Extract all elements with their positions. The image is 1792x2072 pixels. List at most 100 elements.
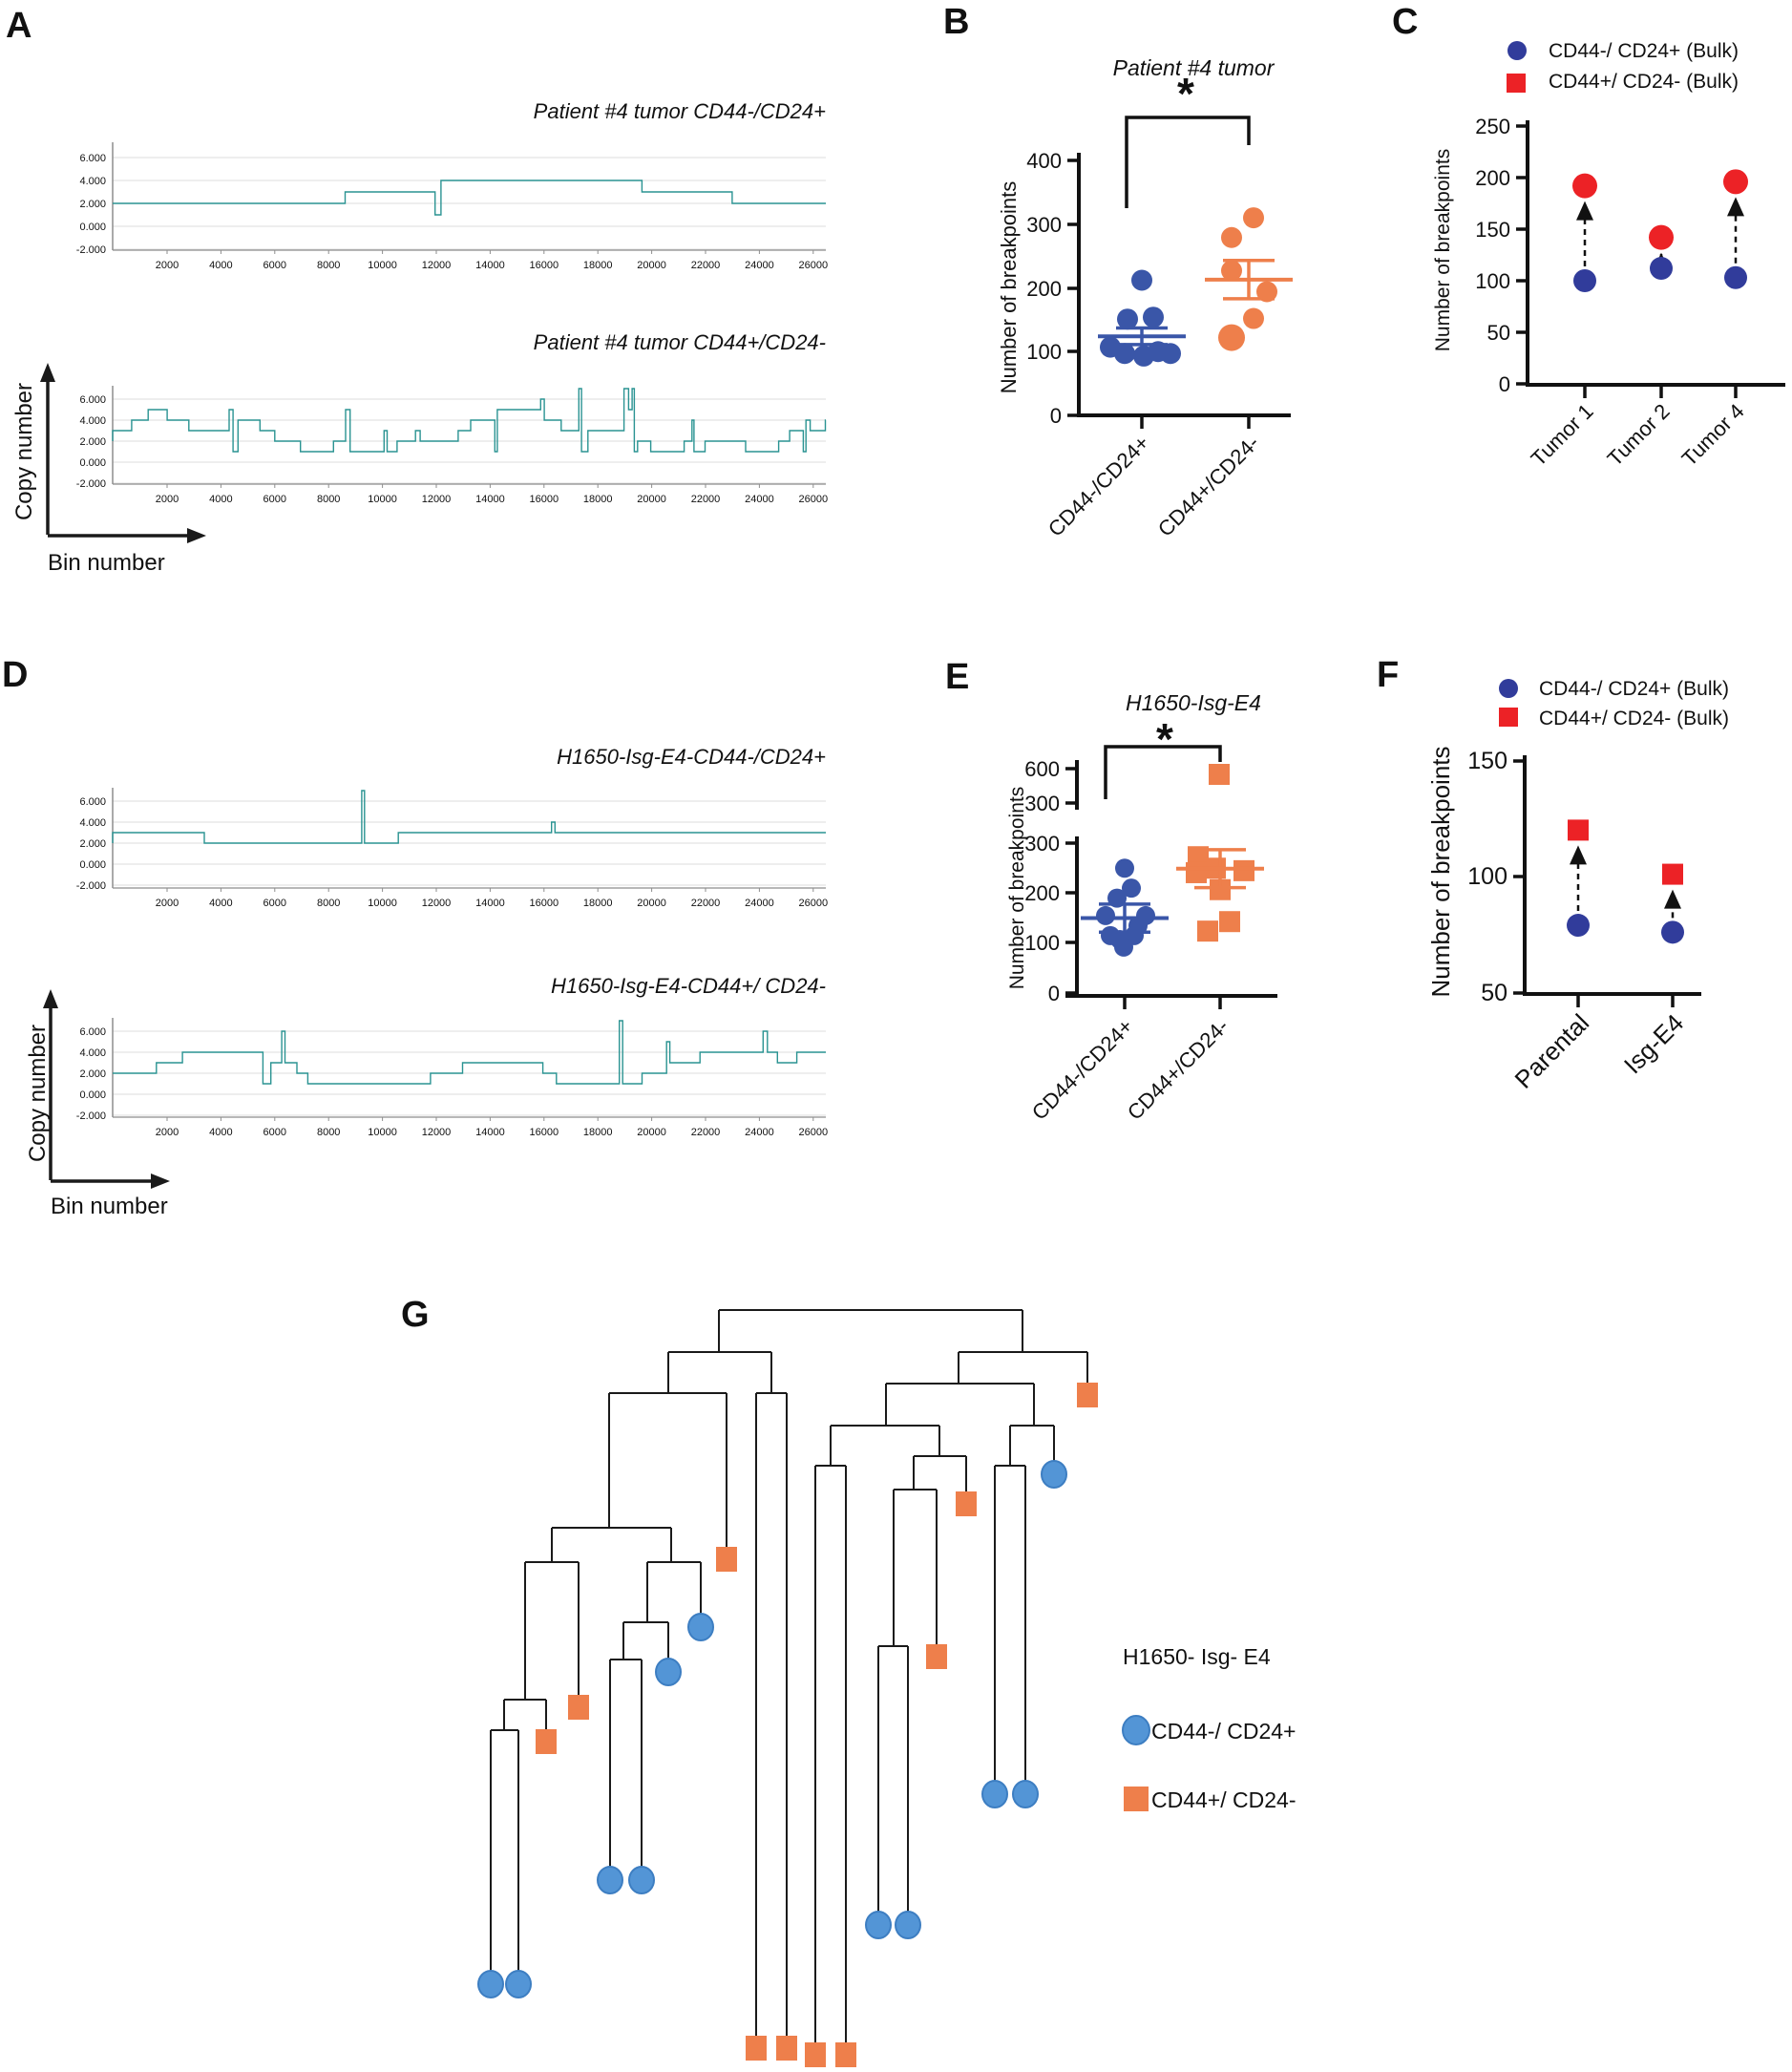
cnv-xtick-label: 20000 (637, 898, 666, 909)
cnv-xtick-label: 4000 (209, 494, 232, 505)
cnv-xtick-label: 16000 (530, 1127, 559, 1138)
panel-c-y-tick-label: 200 (1475, 166, 1510, 190)
cnv-xtick-label: 14000 (475, 260, 505, 271)
cnv-ytick-label: 0.000 (79, 1089, 106, 1101)
panel-a-ylabel: Copy number (11, 382, 37, 521)
cnv-a2-title: Patient #4 tumor CD44+/CD24- (533, 330, 826, 354)
significance-bracket (1104, 745, 1222, 799)
cnv-xtick-label: 22000 (691, 1127, 721, 1138)
data-point-blue-circle (1661, 920, 1684, 944)
cnv-xtick-label: 8000 (317, 260, 340, 271)
data-point-circle (1122, 878, 1141, 899)
data-point-square (1197, 920, 1218, 942)
cnv-ytick-label: -2.000 (76, 880, 106, 892)
data-point-circle (1096, 905, 1115, 925)
cnv-xtick-label: 2000 (156, 898, 179, 909)
panel-g-label: G (401, 1295, 430, 1335)
panel-g-legend-orange-square-icon (1124, 1787, 1149, 1811)
data-point-square (1209, 764, 1230, 785)
panel-f-legend-red-square-icon (1499, 708, 1518, 727)
cnv-ytick-label: 4.000 (79, 415, 106, 427)
data-point-red-square (1662, 863, 1683, 885)
panel-c-label: C (1392, 2, 1419, 42)
data-point-circle (1117, 308, 1138, 330)
data-point-blue-circle (1724, 265, 1747, 289)
cnv-xtick-label: 10000 (368, 1127, 397, 1138)
dendrogram-leaf-blue-circle (597, 1866, 623, 1894)
data-point-circle (1256, 281, 1277, 303)
dendrogram-leaf-orange-square (746, 2036, 767, 2061)
cnv-xtick-label: 20000 (637, 1127, 666, 1138)
cnv-ytick-label: -2.000 (76, 478, 106, 490)
cnv-xtick-label: 16000 (530, 898, 559, 909)
cnv-xtick-label: 14000 (475, 898, 505, 909)
cnv-d1-title: H1650-Isg-E4-CD44-/CD24+ (557, 745, 826, 769)
cnv-xtick-label: 16000 (530, 494, 559, 505)
panel-f-ylabel: Number of breakpoints (1426, 746, 1455, 998)
data-point-square (1219, 911, 1240, 933)
cnv-ytick-label: 2.000 (79, 199, 106, 210)
cnv-ytick-label: 6.000 (79, 394, 106, 406)
panel-g-legend-label-2: CD44+/ CD24- (1151, 1787, 1297, 1812)
cnv-xtick-label: 18000 (583, 260, 613, 271)
data-point-square (1186, 861, 1207, 883)
bin-number-axis-arrowhead (151, 1173, 170, 1189)
panel-c-legend-label-1: CD44-/ CD24+ (Bulk) (1549, 40, 1739, 62)
panel-c-y-tick-label: 0 (1499, 372, 1510, 396)
dendrogram-leaf-orange-square (716, 1547, 737, 1572)
data-point-blue-circle (1650, 257, 1673, 281)
panel-f-legend-blue-circle-icon (1499, 679, 1518, 698)
panel-f-label: F (1377, 655, 1400, 695)
data-point-red-square (1568, 819, 1589, 841)
panel-e-label: E (945, 657, 970, 697)
cnv-xtick-label: 4000 (209, 260, 232, 271)
panel-b-y-tick-label: 0 (1050, 404, 1062, 428)
copy-number-axis-arrowhead (40, 363, 55, 382)
dendrogram-leaf-blue-circle (477, 1970, 504, 1998)
cnv-xtick-label: 6000 (264, 260, 286, 271)
cnv-xtick-label: 10000 (368, 898, 397, 909)
cnv-step-line (113, 1020, 826, 1085)
cnv-xtick-label: 24000 (745, 1127, 774, 1138)
cnv-ytick-label: -2.000 (76, 1110, 106, 1122)
panel-c-y-tick-label: 100 (1475, 269, 1510, 293)
cnv-xtick-label: 18000 (583, 898, 613, 909)
dendrogram-leaf-blue-circle (865, 1911, 892, 1939)
data-point-blue-circle (1573, 269, 1596, 292)
panel-c-legend-red-square-icon (1507, 74, 1526, 93)
cnv-xtick-label: 18000 (583, 1127, 613, 1138)
cnv-xtick-label: 10000 (368, 260, 397, 271)
significance-star: * (1156, 714, 1173, 764)
cnv-xtick-label: 22000 (691, 898, 721, 909)
dendrogram-leaf-orange-square (1077, 1383, 1098, 1407)
panel-e-ylabel: Number of breakpoints (1006, 786, 1028, 990)
panel-d-xlabel: Bin number (51, 1194, 168, 1219)
cnv-xtick-label: 20000 (637, 494, 666, 505)
significance-bracket (1125, 116, 1251, 208)
panel-g-legend-title: H1650- Isg- E4 (1123, 1644, 1271, 1669)
significance-star: * (1177, 69, 1194, 118)
data-point-circle (1115, 858, 1134, 878)
panel-g-legend-blue-circle-icon (1122, 1715, 1150, 1745)
panel-c-y-tick-label: 250 (1475, 115, 1510, 138)
dendrogram-leaf-blue-circle (687, 1613, 714, 1641)
data-point-circle (1218, 324, 1245, 351)
panel-c-legend-blue-circle-icon (1507, 41, 1527, 60)
cnv-xtick-label: 8000 (317, 494, 340, 505)
paired-arrow-head (1727, 197, 1744, 217)
cnv-ytick-label: 2.000 (79, 1068, 106, 1080)
cnv-xtick-label: 22000 (691, 494, 721, 505)
dendrogram-leaf-blue-circle (895, 1911, 921, 1939)
cnv-xtick-label: 4000 (209, 898, 232, 909)
cnv-xtick-label: 26000 (799, 1127, 829, 1138)
data-point-circle (1243, 207, 1264, 229)
cnv-xtick-label: 22000 (691, 260, 721, 271)
panel-f-legend-label-2: CD44+/ CD24- (Bulk) (1539, 708, 1729, 729)
data-point-circle (1114, 937, 1133, 957)
copy-number-axis-arrowhead (43, 989, 58, 1008)
panel-e-lower-y-tick-label: 100 (1024, 931, 1060, 955)
panel-f-y-tick-label: 50 (1481, 980, 1507, 1006)
